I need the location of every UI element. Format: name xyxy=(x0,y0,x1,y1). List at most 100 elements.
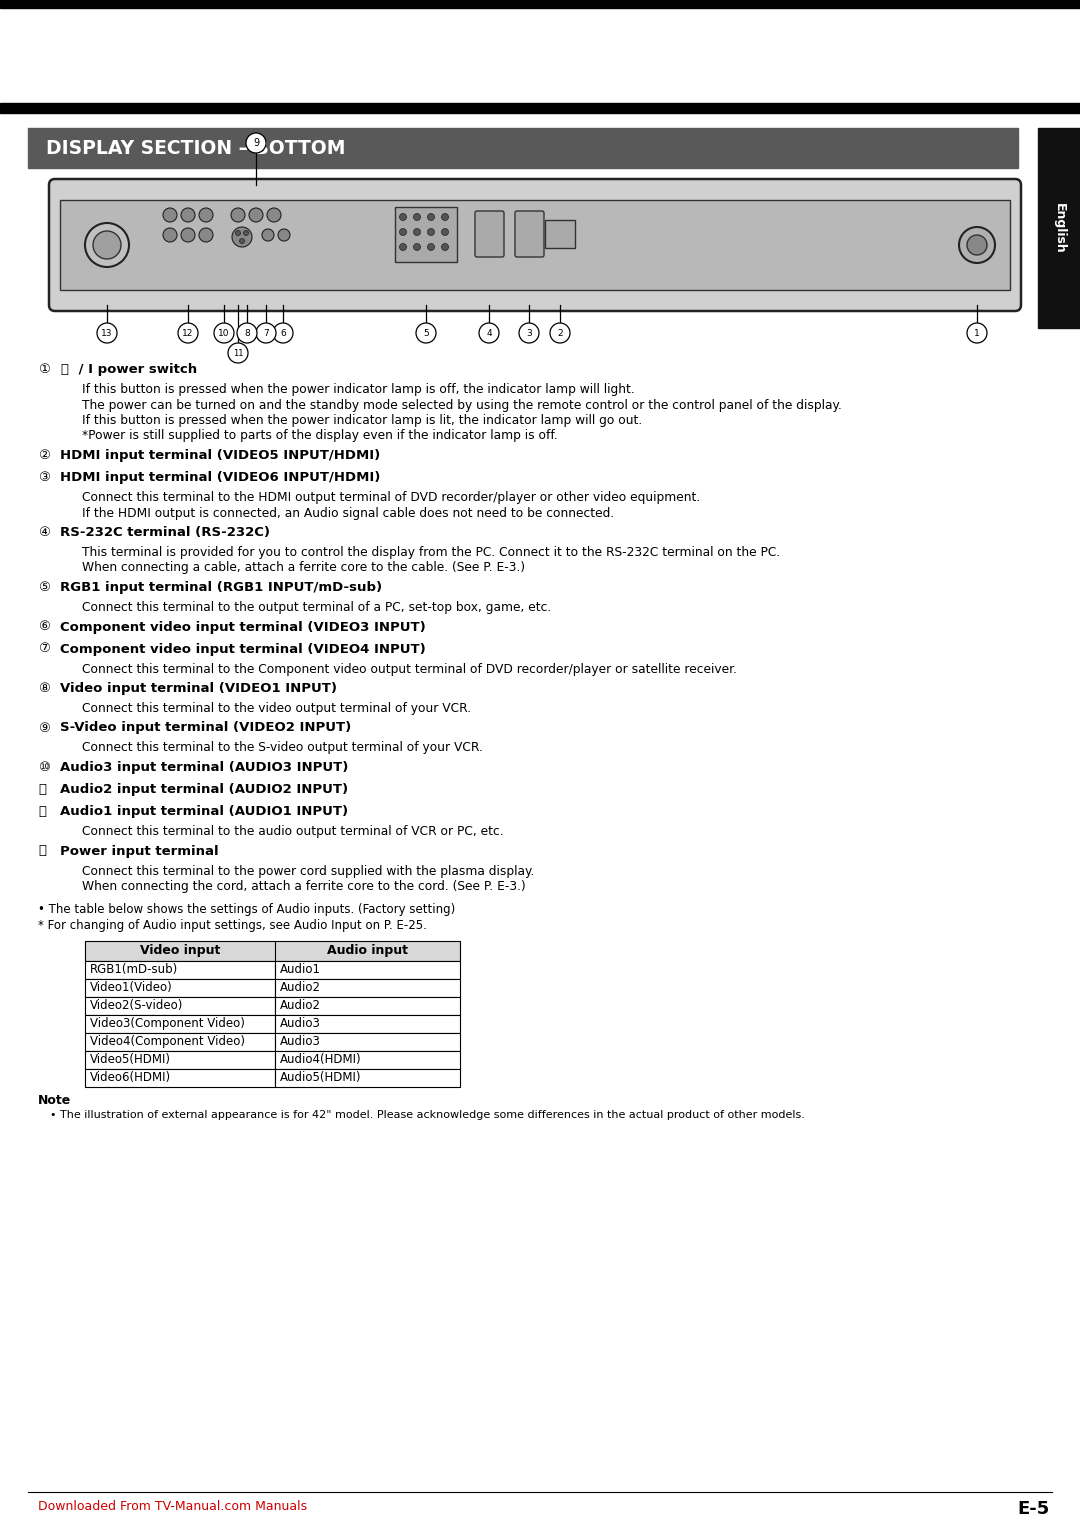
Text: ⑩: ⑩ xyxy=(38,761,50,775)
Text: HDMI input terminal (VIDEO5 INPUT/HDMI): HDMI input terminal (VIDEO5 INPUT/HDMI) xyxy=(60,449,380,461)
Circle shape xyxy=(442,229,448,235)
Circle shape xyxy=(442,214,448,220)
Text: ④: ④ xyxy=(38,526,50,539)
Text: Audio input: Audio input xyxy=(327,944,408,957)
Circle shape xyxy=(163,208,177,222)
Bar xyxy=(1038,128,1080,329)
Bar xyxy=(275,996,460,1015)
Circle shape xyxy=(249,208,264,222)
Text: Component video input terminal (VIDEO4 INPUT): Component video input terminal (VIDEO4 I… xyxy=(60,642,426,656)
Text: Audio4(HDMI): Audio4(HDMI) xyxy=(280,1053,362,1067)
Text: Audio2 input terminal (AUDIO2 INPUT): Audio2 input terminal (AUDIO2 INPUT) xyxy=(60,782,348,796)
Circle shape xyxy=(414,243,420,251)
Text: Video4(Component Video): Video4(Component Video) xyxy=(90,1034,245,1048)
Circle shape xyxy=(262,229,274,241)
Bar xyxy=(275,1015,460,1033)
Circle shape xyxy=(163,228,177,241)
Text: 4: 4 xyxy=(486,329,491,338)
Bar xyxy=(85,978,275,996)
Circle shape xyxy=(442,243,448,251)
Text: Audio5(HDMI): Audio5(HDMI) xyxy=(280,1071,362,1083)
Bar xyxy=(85,1068,275,1086)
Text: Audio2: Audio2 xyxy=(280,981,321,995)
Bar xyxy=(85,996,275,1015)
Text: Audio3 input terminal (AUDIO3 INPUT): Audio3 input terminal (AUDIO3 INPUT) xyxy=(60,761,349,775)
Circle shape xyxy=(400,214,406,220)
Text: DISPLAY SECTION – BOTTOM: DISPLAY SECTION – BOTTOM xyxy=(46,139,346,157)
Circle shape xyxy=(243,231,248,235)
Text: Video input: Video input xyxy=(139,944,220,957)
Text: Audio1 input terminal (AUDIO1 INPUT): Audio1 input terminal (AUDIO1 INPUT) xyxy=(60,805,348,817)
Circle shape xyxy=(228,342,248,364)
Text: Connect this terminal to the video output terminal of your VCR.: Connect this terminal to the video outpu… xyxy=(82,701,471,715)
Text: Connect this terminal to the power cord supplied with the plasma display.: Connect this terminal to the power cord … xyxy=(82,865,535,877)
Circle shape xyxy=(181,208,195,222)
Text: 9: 9 xyxy=(253,138,259,148)
Text: If the HDMI output is connected, an Audio signal cable does not need to be conne: If the HDMI output is connected, an Audi… xyxy=(82,506,615,520)
Text: RS-232C terminal (RS-232C): RS-232C terminal (RS-232C) xyxy=(60,526,270,539)
Bar xyxy=(275,1068,460,1086)
Text: Video input terminal (VIDEO1 INPUT): Video input terminal (VIDEO1 INPUT) xyxy=(60,681,337,695)
Bar xyxy=(395,206,457,261)
FancyBboxPatch shape xyxy=(515,211,544,257)
Bar xyxy=(85,961,275,978)
Text: Connect this terminal to the Component video output terminal of DVD recorder/pla: Connect this terminal to the Component v… xyxy=(82,663,737,675)
Text: ②: ② xyxy=(38,449,50,461)
Text: Audio1: Audio1 xyxy=(280,963,321,976)
Circle shape xyxy=(967,235,987,255)
Text: Downloaded From TV-Manual.com Manuals: Downloaded From TV-Manual.com Manuals xyxy=(38,1500,307,1513)
Circle shape xyxy=(428,214,434,220)
FancyBboxPatch shape xyxy=(49,179,1021,312)
Text: Connect this terminal to the S-video output terminal of your VCR.: Connect this terminal to the S-video out… xyxy=(82,741,483,755)
Text: ⑧: ⑧ xyxy=(38,681,50,695)
Circle shape xyxy=(97,322,117,342)
Circle shape xyxy=(199,228,213,241)
Text: ⏻: ⏻ xyxy=(60,364,68,376)
Bar xyxy=(60,200,1010,290)
Circle shape xyxy=(256,322,276,342)
Bar xyxy=(545,220,575,248)
Circle shape xyxy=(231,208,245,222)
Text: 5: 5 xyxy=(423,329,429,338)
Bar xyxy=(85,1033,275,1051)
Text: / I power switch: / I power switch xyxy=(75,364,198,376)
Bar xyxy=(85,1051,275,1068)
Bar xyxy=(275,1051,460,1068)
Text: ⑨: ⑨ xyxy=(38,721,50,735)
Text: ⑦: ⑦ xyxy=(38,642,50,656)
Circle shape xyxy=(959,228,995,263)
Circle shape xyxy=(178,322,198,342)
Circle shape xyxy=(428,243,434,251)
Text: English: English xyxy=(1053,203,1066,254)
Text: * For changing of Audio input settings, see Audio Input on P. E-25.: * For changing of Audio input settings, … xyxy=(38,918,427,932)
Bar xyxy=(28,128,1018,168)
Bar xyxy=(85,1015,275,1033)
Text: 2: 2 xyxy=(557,329,563,338)
Text: Audio2: Audio2 xyxy=(280,999,321,1012)
Circle shape xyxy=(967,322,987,342)
Text: ⑪: ⑪ xyxy=(38,782,46,796)
Text: Connect this terminal to the HDMI output terminal of DVD recorder/player or othe: Connect this terminal to the HDMI output… xyxy=(82,490,700,504)
Circle shape xyxy=(480,322,499,342)
Text: Video5(HDMI): Video5(HDMI) xyxy=(90,1053,171,1067)
Text: Power input terminal: Power input terminal xyxy=(60,845,218,857)
Text: HDMI input terminal (VIDEO6 INPUT/HDMI): HDMI input terminal (VIDEO6 INPUT/HDMI) xyxy=(60,471,380,484)
Circle shape xyxy=(237,322,257,342)
Text: ①: ① xyxy=(38,364,50,376)
Text: When connecting a cable, attach a ferrite core to the cable. (See P. E-3.): When connecting a cable, attach a ferrit… xyxy=(82,561,525,575)
Bar xyxy=(85,941,460,961)
Circle shape xyxy=(246,133,266,153)
Text: 10: 10 xyxy=(218,329,230,338)
Text: Connect this terminal to the output terminal of a PC, set-top box, game, etc.: Connect this terminal to the output term… xyxy=(82,601,551,614)
Text: 8: 8 xyxy=(244,329,249,338)
Text: Video3(Component Video): Video3(Component Video) xyxy=(90,1018,245,1030)
Text: 11: 11 xyxy=(233,348,243,358)
Circle shape xyxy=(93,231,121,260)
Text: Connect this terminal to the audio output terminal of VCR or PC, etc.: Connect this terminal to the audio outpu… xyxy=(82,825,503,837)
Circle shape xyxy=(85,223,129,267)
Text: 12: 12 xyxy=(183,329,193,338)
Circle shape xyxy=(400,243,406,251)
Circle shape xyxy=(519,322,539,342)
Text: When connecting the cord, attach a ferrite core to the cord. (See P. E-3.): When connecting the cord, attach a ferri… xyxy=(82,880,526,892)
Text: *Power is still supplied to parts of the display even if the indicator lamp is o: *Power is still supplied to parts of the… xyxy=(82,429,557,443)
